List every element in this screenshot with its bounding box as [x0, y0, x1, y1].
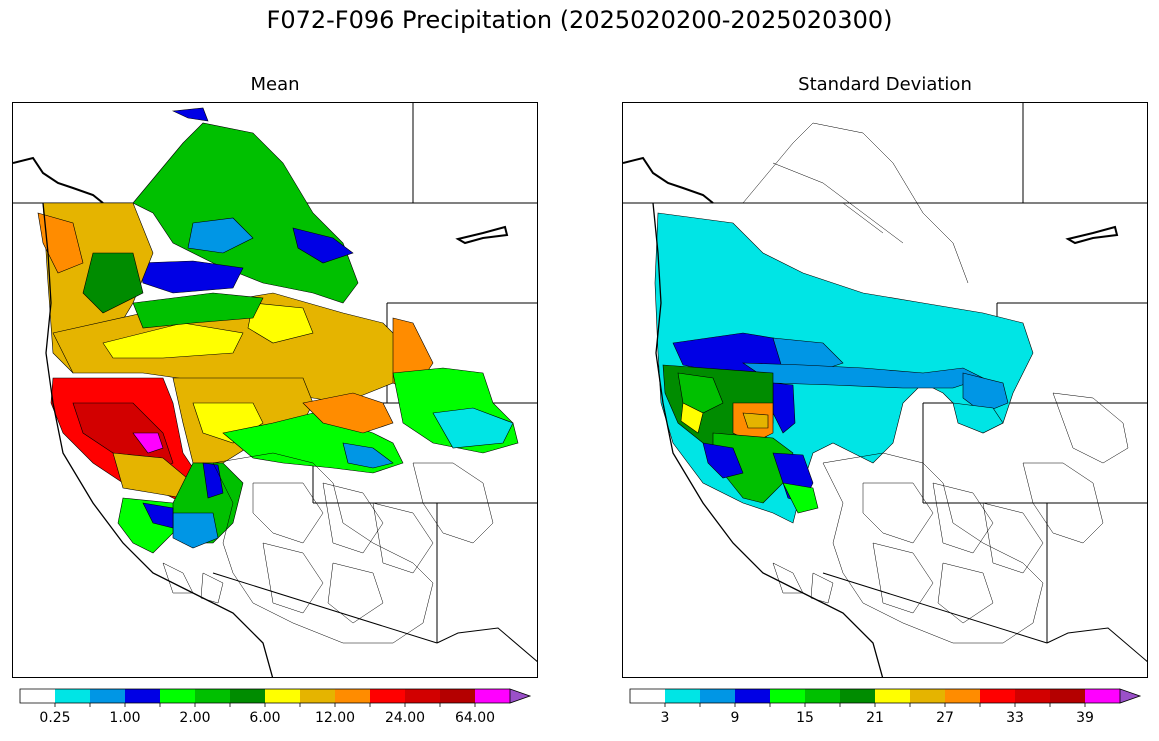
mean-panel-title: Mean: [250, 74, 300, 95]
mean-colorbar-label: 2.00: [179, 710, 211, 726]
stddev-panel-title: Standard Deviation: [798, 74, 972, 95]
mean-colorbar-segment: [195, 689, 230, 703]
mean-colorbar-segment: [440, 689, 475, 703]
stddev-colorbar-label: 21: [866, 710, 884, 726]
stddev-colorbar-segment: [875, 689, 910, 703]
stddev-colorbar-segment: [805, 689, 840, 703]
mean-colorbar-graphic: [19, 688, 532, 707]
mean-colorbar-segment: [335, 689, 370, 703]
mean-colorbar-label: 64.00: [454, 710, 496, 726]
stddev-colorbar-label: 9: [730, 710, 740, 726]
stddev-colorbar-segment: [1050, 689, 1085, 703]
mean-colorbar-segment: [475, 689, 510, 703]
mean-colorbar-segment: [265, 689, 300, 703]
mean-colorbar-segment: [55, 689, 90, 703]
mean-colorbar-extend-arrow: [509, 688, 532, 704]
mean-map-graphic: [13, 103, 537, 677]
stddev-colorbar-label: 39: [1076, 710, 1094, 726]
mean-colorbar: [19, 688, 532, 707]
mean-colorbar-label: 1.00: [109, 710, 141, 726]
mean-colorbar-segment: [230, 689, 265, 703]
stddev-colorbar-graphic: [629, 688, 1142, 707]
stddev-colorbar-label: 33: [1006, 710, 1024, 726]
mean-colorbar-segment: [300, 689, 335, 703]
stddev-colorbar-label: 3: [660, 710, 670, 726]
mean-colorbar-segment: [405, 689, 440, 703]
stddev-colorbar-segment: [700, 689, 735, 703]
mean-colorbar-segment: [90, 689, 125, 703]
stddev-colorbar-segment: [840, 689, 875, 703]
stddev-colorbar-segment: [910, 689, 945, 703]
stddev-colorbar-segment: [1015, 689, 1050, 703]
stddev-colorbar-label: 15: [796, 710, 814, 726]
mean-colorbar-label: 6.00: [249, 710, 281, 726]
mean-colorbar-segment: [370, 689, 405, 703]
mean-colorbar-segment: [160, 689, 195, 703]
figure-title: F072-F096 Precipitation (2025020200-2025…: [266, 6, 893, 34]
stddev-colorbar-segment: [665, 689, 700, 703]
stddev-colorbar-label: 27: [936, 710, 954, 726]
stddev-colorbar-segment: [770, 689, 805, 703]
stddev-colorbar-extend-arrow: [1119, 688, 1142, 704]
stddev-colorbar-segment: [980, 689, 1015, 703]
stddev-colorbar: [629, 688, 1142, 707]
stddev-map: [622, 102, 1148, 678]
mean-colorbar-label: 12.00: [314, 710, 356, 726]
mean-colorbar-segment: [20, 689, 55, 703]
mean-colorbar-label: 0.25: [39, 710, 71, 726]
mean-colorbar-label: 24.00: [384, 710, 426, 726]
stddev-map-graphic: [623, 103, 1147, 677]
stddev-colorbar-segment: [630, 689, 665, 703]
mean-colorbar-segment: [125, 689, 160, 703]
stddev-colorbar-segment: [735, 689, 770, 703]
stddev-colorbar-segment: [1085, 689, 1120, 703]
mean-map: [12, 102, 538, 678]
stddev-colorbar-segment: [945, 689, 980, 703]
